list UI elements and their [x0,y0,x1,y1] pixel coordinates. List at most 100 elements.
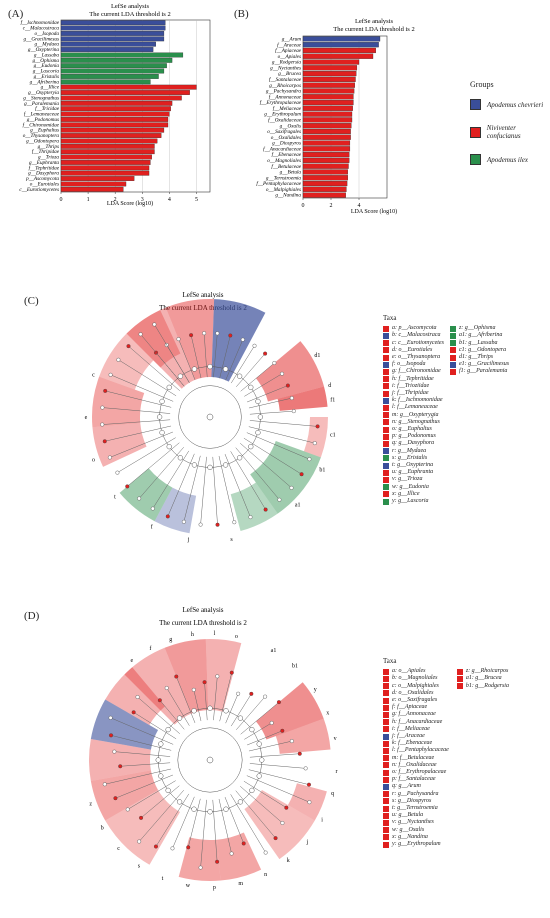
panel-c-clade-shade [126,307,196,389]
panel-c-leaf-node [125,484,130,489]
panel-b-label: (B) [234,8,249,20]
panel-a-category-label: c__Eurotiomycetes [19,187,59,193]
panel-d-leaf-node [153,844,158,849]
panel-b-category-label: g__Erythropalum [264,112,301,118]
panel-c-branch [203,333,208,378]
panel-c-legend-text: w: g__Eudonia [392,483,429,490]
panel-b-bar-chart: LefSe analysis The current LDA threshold… [256,18,414,215]
panel-c-branch [212,456,218,525]
panel-b-category-label: g__Nyctanthes [270,65,301,71]
panel-d-title: LefSe analysis [182,606,223,614]
panel-d-leaf-node [306,782,311,787]
panel-c-branch [224,453,251,518]
panel-b-bar [302,134,351,140]
panel-a-bar [60,47,154,52]
panel-c-legend-swatch [449,361,456,368]
panel-b-bar [302,71,357,77]
panel-b-bar [302,117,353,123]
panel-d-branch [212,799,218,862]
panel-c-leaf-node [100,422,105,427]
panel-d-legend-item: g: f__Annonaceae [383,711,449,719]
panel-d-legend-swatch [383,798,389,805]
panel-d-node [207,705,213,711]
panel-d-legend-item: d: o__Oxalidales [383,690,449,697]
panel-a-category-label: g__Thrips [38,144,59,150]
panel-d-node [249,726,255,733]
panel-b-category-label: f__Erythropalaceae [260,99,302,106]
panel-d-legend-swatch [383,791,389,798]
panel-d-leaf-node [118,764,123,769]
panel-d-clade-shade [105,667,166,725]
panel-d-legend-swatch [383,704,389,711]
panel-b-category-label: g__Diospyros [272,141,301,147]
panel-d-leaf-node [215,674,220,679]
panel-a-title: LefSe analysis [111,3,150,10]
panel-c-legend-text: l: f__Lemaneaceae [392,404,438,411]
panel-d-node-label: b1 [292,664,298,670]
panel-c-legend-item: t: g__Oxypterina [383,462,444,469]
panel-d-legend-text: j: f__Araceae [392,733,425,740]
panel-c-node [236,455,243,461]
panel-c-legend-item: w: g__Eudonia [383,484,444,491]
panel-c-branch [248,397,292,409]
panel-c-leaf-node [277,497,282,502]
panel-d-legend-text: z: g__Rhoicarpos [465,668,509,675]
panel-d-branch [224,796,244,844]
panel-b-bar [302,82,355,88]
panel-a-bar [60,111,170,117]
panel-c-legend-item: y: g__Lascoria [383,498,444,505]
panel-b-bar [302,169,348,175]
panel-d-leaf-node [131,710,136,715]
panel-a-category-label: g__Euphaltus [30,128,59,134]
panel-a-bar [60,181,127,187]
panel-d-clade-shade [124,647,192,725]
panel-d-clade-shade [90,699,159,750]
panel-d-leaf-node [139,815,144,820]
panel-d-legend-swatch [383,712,389,719]
panel-d-legend-item: y: g__Erythropalum [383,841,449,848]
panel-b: (B) LefSe analysis The current LDA thres… [228,0,550,215]
panel-c-branch [109,431,174,458]
panel-a-category-label: f__Chironomidae [23,121,60,128]
panel-d-leaf-node [198,865,203,870]
panel-d-branch [172,796,195,849]
panel-c-node [255,429,261,436]
panel-d-branch [138,790,184,842]
panel-b-category-label: o__Saxifragales [267,128,301,135]
panel-c-legend-swatch [383,448,389,455]
panel-c-clade-shade [92,423,147,467]
panel-c-branch [243,437,302,475]
panel-c-legend-item: r: g__Mydaea [383,448,444,455]
panel-d-legend-swatch [383,784,389,791]
panel-c-branch [240,443,292,489]
panel-d-leaf-node [170,846,175,851]
panel-d-branch [225,693,239,724]
panel-a-category-label: g__Eudonia [34,63,60,69]
panel-d-node [256,741,262,747]
panel-d-branch [200,799,207,868]
panel-d-leaf-node [263,850,268,855]
panel-a-bar [60,41,156,47]
group-item-apodemus-chevrieri: Apodemus chevrieri [470,99,550,110]
panel-c-node-label: t [114,495,116,501]
panel-d-branch [248,740,292,752]
panel-b-category-label: f__Apiaceae [275,47,302,54]
panel-c-legend-swatch [383,469,389,476]
panel-c-branch [236,353,266,387]
panel-d-legend-swatch [383,697,389,704]
panel-b-bar [302,152,350,158]
panel-a-tick-label: 1 [87,197,90,203]
panel-d-branch [176,676,196,724]
panel-d-clade-shade [164,639,209,714]
panel-d-clade-shade [89,738,151,782]
panel-d-leaf-node [263,694,268,699]
panel-c-leaf-node [116,357,121,362]
panel-c-leaf-node [263,351,268,356]
panel-c-legend-text: x: g__Illice [392,490,420,497]
panel-c-legend-text: o: g__Euphaltus [392,426,432,433]
panel-d-node-label: s [138,863,141,869]
panel-c-legend-swatch [449,347,456,354]
panel-c-legend-item: e: o__Thysanoptera [383,354,444,361]
panel-d-branch [230,794,266,853]
panel-c-leaf-node [285,383,290,388]
